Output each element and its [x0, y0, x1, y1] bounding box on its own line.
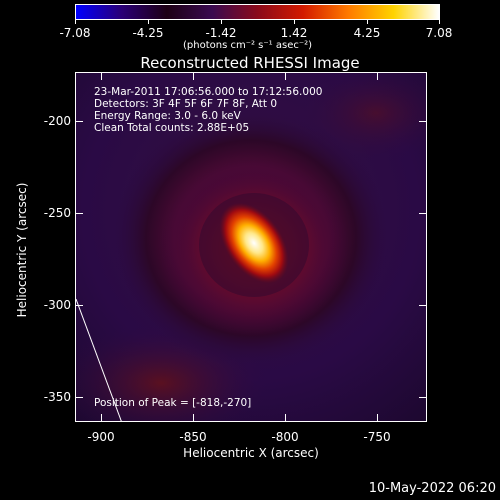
colorbar-unit-label: (photons cm⁻² s⁻¹ asec⁻²): [183, 40, 313, 51]
colorbar-tick: 4.25: [353, 26, 381, 40]
y-tick-label: -300: [43, 298, 71, 312]
info-block: 23-Mar-2011 17:06:56.000 to 17:12:56.000…: [94, 86, 322, 134]
timestamp: 10-May-2022 06:20: [368, 481, 496, 496]
x-tick-label: -850: [179, 430, 207, 444]
x-tick-label: -900: [87, 430, 115, 444]
x-tick-label: -800: [271, 430, 299, 444]
colorbar-tick: -1.42: [205, 26, 237, 40]
y-tick-label: -200: [43, 114, 71, 128]
limb-line: [76, 298, 122, 421]
colorbar-tick: -7.08: [59, 26, 91, 40]
colorbar-tick: 7.08: [425, 26, 453, 40]
info-energy-range: Energy Range: 3.0 - 6.0 keV: [94, 110, 241, 122]
rhessi-image: [75, 72, 427, 422]
info-time-range: 23-Mar-2011 17:06:56.000 to 17:12:56.000: [94, 86, 323, 98]
peak-position-label: Position of Peak = [-818,-270]: [94, 397, 252, 409]
plot-title: Reconstructed RHESSI Image: [140, 54, 360, 72]
colorbar: [75, 4, 440, 20]
x-tick-label: -750: [363, 430, 391, 444]
info-clean-counts: Clean Total counts: 2.88E+05: [94, 122, 250, 134]
rhessi-image-canvas: [76, 73, 426, 421]
colorbar-ticks: -7.08 -4.25 -1.42 1.42 4.25 7.08: [0, 0, 500, 40]
colorbar-tick: -4.25: [132, 26, 164, 40]
info-detectors: Detectors: 3F 4F 5F 6F 7F 8F, Att 0: [94, 98, 278, 110]
y-tick-label: -250: [43, 206, 71, 220]
x-axis-label: Heliocentric X (arcsec): [183, 446, 319, 460]
y-tick-label: -350: [43, 390, 71, 404]
y-axis-label: Heliocentric Y (arcsec): [15, 182, 29, 318]
colorbar-tick: 1.42: [280, 26, 308, 40]
